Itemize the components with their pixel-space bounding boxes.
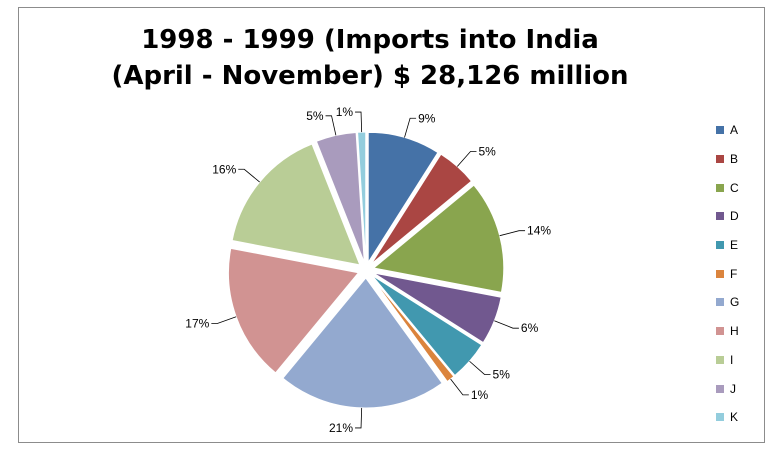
legend-swatch <box>716 298 724 307</box>
legend-swatch <box>716 155 724 164</box>
data-label-e: 5% <box>493 367 511 381</box>
legend-label: G <box>730 295 740 310</box>
data-label-i: 16% <box>212 162 236 176</box>
leader-line-i <box>238 168 260 183</box>
legend-item-a: A <box>716 116 756 145</box>
legend-label: H <box>730 324 739 339</box>
pie-slice-e <box>371 274 483 377</box>
data-label-b: 5% <box>478 144 496 158</box>
leader-line-j <box>325 115 337 136</box>
legend-label: C <box>730 180 739 195</box>
data-label-h: 17% <box>185 317 209 331</box>
legend-item-b: B <box>716 145 756 174</box>
leader-line-c <box>499 230 526 237</box>
data-label-d: 6% <box>521 321 539 335</box>
legend-item-e: E <box>716 231 756 260</box>
leader-line-k <box>355 111 363 133</box>
legend-swatch <box>716 126 724 135</box>
legend-swatch <box>716 327 724 336</box>
pie-data-labels: 9% 5% 14% 6% 5% 1% 21% 17% 16% 5% 1% <box>185 105 551 435</box>
leader-line-d <box>494 320 519 329</box>
pie-slice-i <box>231 143 361 266</box>
pie-slice-f <box>370 276 455 383</box>
legend-label: F <box>730 266 738 281</box>
legend-item-f: F <box>716 259 756 288</box>
legend-item-g: G <box>716 288 756 317</box>
pie-slice-g <box>282 277 443 409</box>
legend-swatch <box>716 413 724 422</box>
pie-slice-a <box>367 131 439 265</box>
leader-line-e <box>469 360 491 375</box>
leader-line-h <box>211 316 237 324</box>
legend-item-c: C <box>716 173 756 202</box>
pie-slice-b <box>370 153 473 265</box>
legend-label: J <box>730 381 736 396</box>
chart-title: 1998 - 1999 (Imports into India (April -… <box>111 25 629 91</box>
legend-swatch <box>716 183 724 192</box>
pie-slice-c <box>372 184 505 293</box>
legend-item-h: H <box>716 317 756 346</box>
data-label-f: 1% <box>471 388 489 402</box>
data-label-j: 5% <box>306 109 324 123</box>
legend-label: A <box>730 123 739 138</box>
legend-label: K <box>730 410 739 425</box>
legend-item-j: J <box>716 374 756 403</box>
legend-swatch <box>716 384 724 393</box>
data-label-k: 1% <box>336 105 354 119</box>
data-label-a: 9% <box>418 111 436 125</box>
legend-swatch <box>716 269 724 278</box>
legend-swatch <box>716 212 724 221</box>
legend-item-i: I <box>716 346 756 375</box>
data-label-g: 21% <box>329 421 353 435</box>
pie-leader-lines <box>211 111 526 429</box>
pie-slice-h <box>228 247 360 374</box>
legend-label: B <box>730 152 739 167</box>
legend-swatch <box>716 241 724 250</box>
legend-label: E <box>730 238 739 253</box>
leader-line-b <box>456 151 477 167</box>
leader-line-f <box>450 378 469 396</box>
data-label-c: 14% <box>527 224 551 238</box>
pie-slice-j <box>315 131 365 263</box>
legend-item-d: D <box>716 202 756 231</box>
leader-line-g <box>355 407 363 429</box>
pie-slices <box>228 131 505 409</box>
leader-line-a <box>404 117 417 138</box>
legend-swatch <box>716 355 724 364</box>
legend-item-k: K <box>716 403 756 432</box>
legend-label: I <box>730 352 734 367</box>
legend-label: D <box>730 209 739 224</box>
